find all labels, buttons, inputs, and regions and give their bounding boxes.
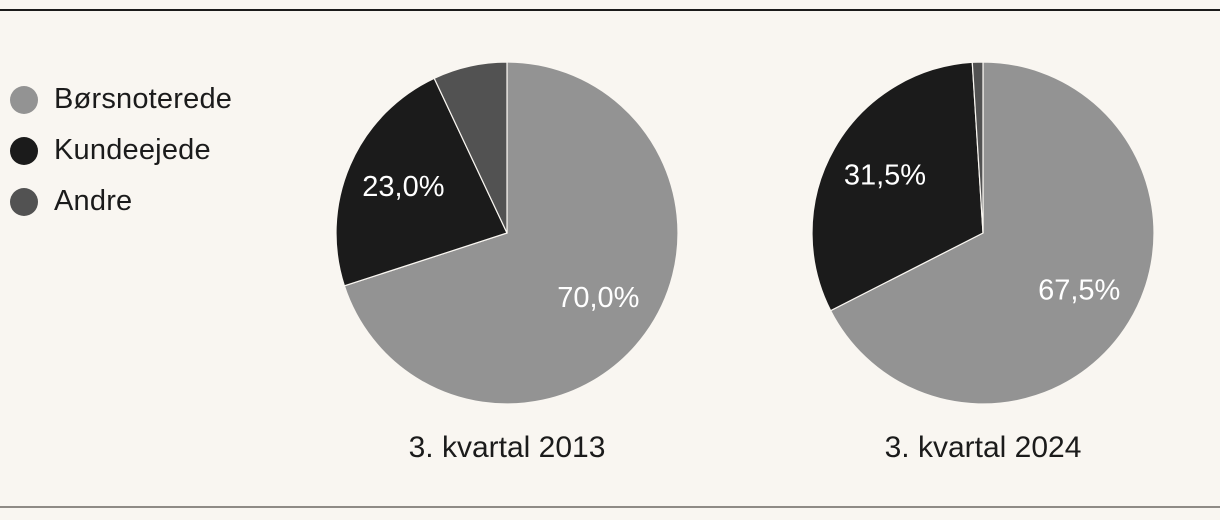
legend-swatch bbox=[10, 187, 38, 216]
pie-slice-b-rsnoterede bbox=[829, 61, 1155, 405]
pie-slice-b-rsnoterede bbox=[343, 61, 679, 405]
legend-item-andre: Andre bbox=[10, 176, 232, 227]
legend-item-kundeejede: Kundeejede bbox=[10, 125, 232, 176]
pie-slice-kundeejede bbox=[811, 61, 984, 312]
legend-swatch bbox=[10, 136, 38, 165]
slice-data-label: 67,5% bbox=[1038, 275, 1120, 307]
legend-swatch bbox=[10, 85, 38, 114]
legend-label: Andre bbox=[54, 185, 133, 217]
pie-chart-2: 67,5% 31,5% 3. kvartal 2024 bbox=[811, 61, 1155, 464]
pie-chart-1: 70,0% 23,0% 3. kvartal 2013 bbox=[335, 61, 679, 464]
legend-label: Kundeejede bbox=[54, 134, 211, 166]
slice-data-label: 70,0% bbox=[557, 282, 639, 314]
bottom-rule bbox=[0, 506, 1220, 508]
slice-data-label: 23,0% bbox=[362, 171, 444, 203]
pie-chart-title: 3. kvartal 2013 bbox=[409, 431, 606, 464]
slice-data-label: 31,5% bbox=[844, 160, 926, 192]
pie-slice-kundeejede bbox=[335, 77, 508, 287]
pie-chart-title: 3. kvartal 2024 bbox=[885, 431, 1082, 464]
legend: Børsnoterede Kundeejede Andre bbox=[10, 74, 232, 227]
legend-label: Børsnoterede bbox=[54, 83, 233, 115]
legend-item-borsnoterede: Børsnoterede bbox=[10, 74, 232, 125]
top-rule bbox=[0, 9, 1220, 11]
pie-slice-andre bbox=[971, 61, 984, 234]
pie-slice-andre bbox=[433, 61, 508, 234]
